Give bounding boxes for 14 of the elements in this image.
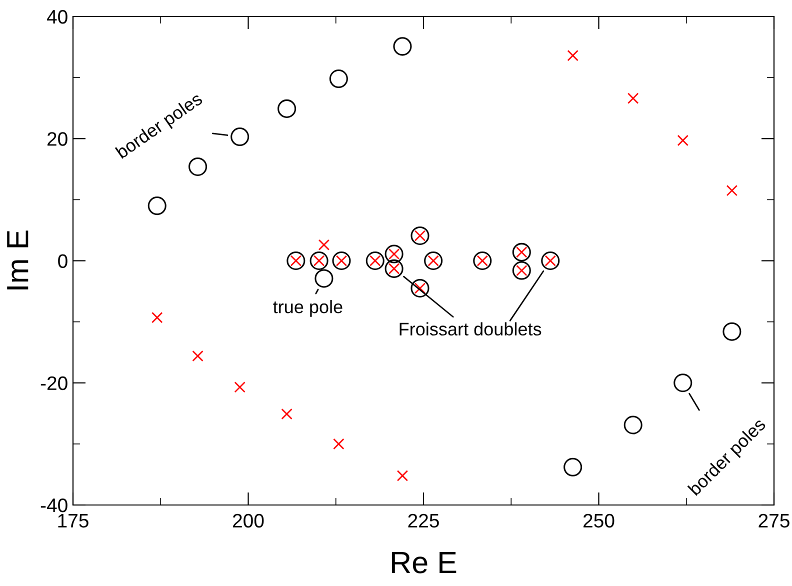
x-tick-label: 275: [758, 514, 790, 528]
y-axis-title: Im E: [7, 230, 28, 290]
x-tick-label: 250: [584, 514, 614, 528]
annotation: Froissart doublets: [400, 322, 542, 336]
y-tick-label: -20: [40, 376, 68, 390]
x-tick-label: 225: [408, 514, 439, 528]
x-tick-label: 175: [58, 514, 88, 528]
y-tick-label: 20: [47, 132, 68, 146]
y-tick-label: -40: [40, 498, 68, 512]
x-axis-title: Re E: [392, 552, 456, 574]
annotation: true pole: [273, 300, 342, 317]
y-tick-label: 0: [58, 254, 68, 268]
y-tick-label: 40: [46, 10, 68, 24]
x-tick-label: 200: [233, 514, 264, 528]
